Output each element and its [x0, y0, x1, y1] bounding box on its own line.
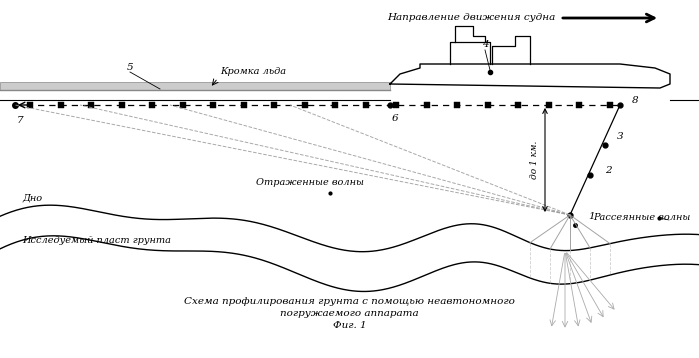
Bar	[210, 102, 216, 108]
Bar	[57, 102, 64, 108]
Bar	[394, 102, 399, 108]
Bar	[607, 102, 613, 108]
Text: до 1 км.: до 1 км.	[530, 141, 539, 179]
Text: 3: 3	[617, 132, 624, 141]
Bar	[485, 102, 491, 108]
Text: Направление движения судна: Направление движения судна	[387, 14, 555, 23]
Bar	[149, 102, 155, 108]
Bar	[332, 102, 338, 108]
Text: 7: 7	[17, 116, 23, 125]
Bar	[577, 102, 582, 108]
Text: 4: 4	[482, 40, 489, 49]
Bar	[302, 102, 308, 108]
Bar	[363, 102, 369, 108]
Bar	[424, 102, 430, 108]
Bar	[27, 102, 33, 108]
Text: Фиг. 1: Фиг. 1	[333, 321, 366, 330]
Text: 1: 1	[588, 212, 595, 221]
Text: 2: 2	[605, 166, 612, 175]
Text: Отраженные волны: Отраженные волны	[256, 178, 364, 187]
Text: 5: 5	[127, 63, 134, 73]
Bar	[0, 82, 390, 90]
Bar	[119, 102, 124, 108]
Text: 8: 8	[632, 96, 639, 105]
Bar	[454, 102, 461, 108]
Text: Дно: Дно	[22, 193, 42, 202]
Text: погружаемого аппарата: погружаемого аппарата	[280, 309, 419, 318]
Bar	[88, 102, 94, 108]
Text: Исследуемый пласт грунта: Исследуемый пласт грунта	[22, 236, 171, 245]
Bar	[546, 102, 552, 108]
Text: Схема профилирования грунта с помощью неавтономного: Схема профилирования грунта с помощью не…	[184, 297, 515, 306]
Bar	[180, 102, 186, 108]
Text: 6: 6	[391, 114, 398, 123]
Bar	[271, 102, 278, 108]
Bar	[240, 102, 247, 108]
Text: Рассеянные волны: Рассеянные волны	[593, 213, 691, 222]
Bar	[515, 102, 521, 108]
Text: Кромка льда: Кромка льда	[220, 67, 286, 76]
